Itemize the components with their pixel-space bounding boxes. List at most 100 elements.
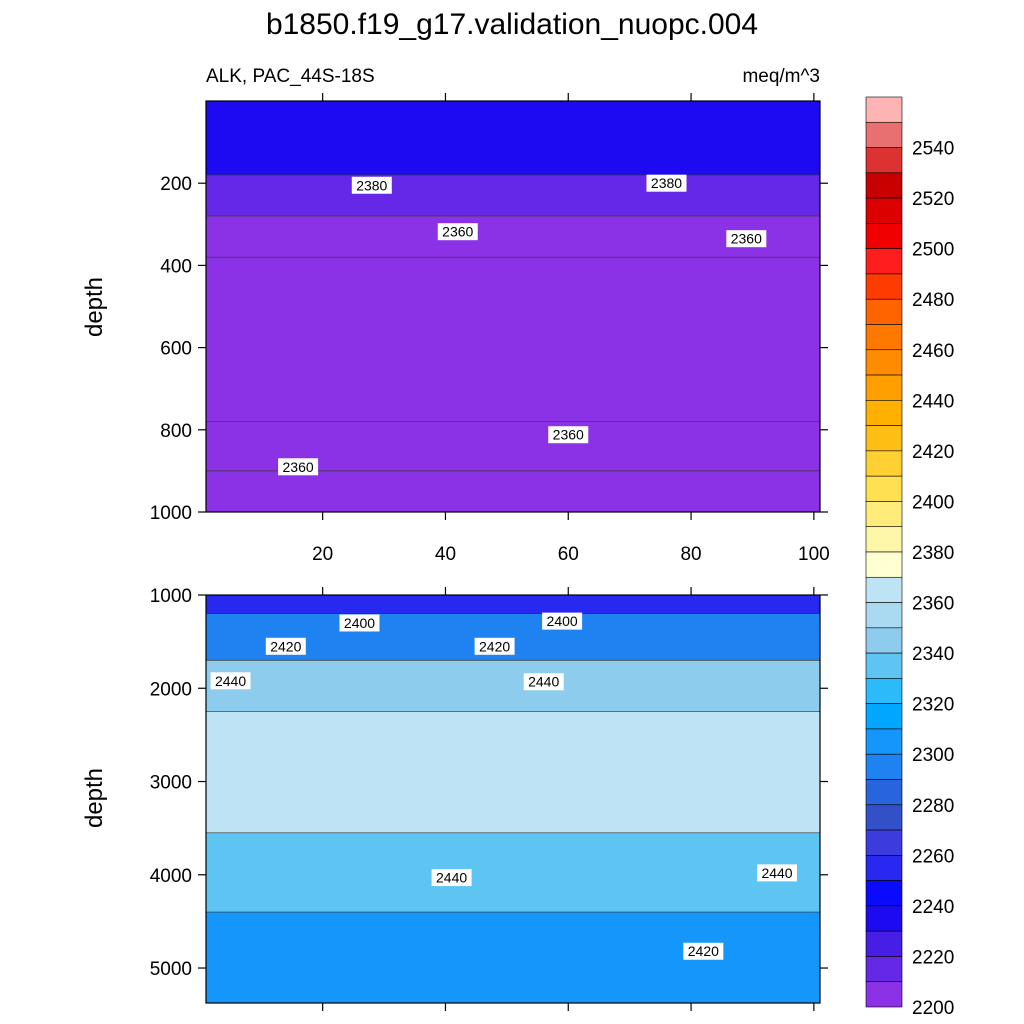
contour-label-box (548, 426, 589, 444)
contour-label: 2380 (356, 177, 387, 193)
colorbar-swatch (865, 425, 903, 452)
colorbar-swatch (865, 602, 903, 629)
colorbar-swatch (865, 501, 903, 528)
contour-band (206, 832, 820, 913)
colorbar-swatch (865, 324, 903, 351)
lower-contour-panel: 1000 2000 3000 4000 5000 2400 2400 2420 2420 2440… (150, 586, 828, 1011)
y-tick-label: 1000 (150, 503, 192, 524)
colorbar-swatch (865, 475, 903, 502)
contour-band (206, 912, 820, 1003)
colorbar-label: 2380 (912, 543, 954, 564)
colorbar-label: 2420 (912, 442, 954, 463)
contour-band (206, 174, 820, 217)
colorbar-label: 2240 (912, 897, 954, 918)
colorbar-swatch (865, 576, 903, 603)
y-tick-label: 2000 (150, 679, 192, 700)
colorbar-label: 2500 (912, 240, 954, 261)
contour-label: 2360 (442, 224, 473, 240)
colorbar-swatch (865, 248, 903, 275)
contour-label: 2440 (215, 673, 246, 689)
contour-label-box (437, 223, 478, 241)
colorbar-swatch (865, 526, 903, 553)
contour-band (206, 711, 820, 833)
colorbar-swatch (865, 273, 903, 300)
contour-label-box (726, 230, 767, 248)
y-tick-label: 1000 (150, 586, 192, 607)
colorbar-swatch (865, 551, 903, 578)
x-tick-label: 80 (680, 544, 701, 565)
contour-band (206, 216, 820, 258)
colorbar-swatch (865, 652, 903, 679)
colorbar-swatch (865, 956, 903, 983)
contour-band (206, 257, 820, 422)
contour-label-box (431, 869, 472, 887)
colorbar-label: 2440 (912, 391, 954, 412)
colorbar-swatch (865, 703, 903, 730)
contour-label: 2360 (553, 427, 584, 443)
contour-label: 2400 (547, 613, 578, 629)
contour-label-box (523, 673, 564, 691)
y-tick-label: 5000 (150, 959, 192, 980)
contour-label: 2420 (479, 638, 510, 654)
colorbar-swatch (865, 172, 903, 199)
colorbar-swatch (865, 450, 903, 477)
colorbar-label: 2480 (912, 290, 954, 311)
colorbar-swatch (865, 930, 903, 957)
colorbar-label: 2460 (912, 341, 954, 362)
contour-label: 2440 (436, 870, 467, 886)
colorbar-swatch (865, 349, 903, 376)
y-tick-label: 600 (160, 339, 192, 360)
contour-label: 2440 (761, 865, 792, 881)
contour-label-box (683, 942, 724, 960)
y-tick-label: 400 (160, 256, 192, 277)
left-subtitle: ALK, PAC_44S-18S (206, 66, 375, 87)
colorbar-swatch (865, 804, 903, 831)
y-tick-label: 200 (160, 174, 192, 195)
colorbar-label: 2280 (912, 796, 954, 817)
colorbar-swatch (865, 855, 903, 881)
contour-label: 2360 (731, 231, 762, 247)
x-tick-label: 60 (558, 544, 579, 565)
plot-frame (205, 100, 821, 513)
plot-frame (205, 594, 821, 1004)
colorbar-swatch (865, 905, 903, 932)
colorbar-swatch (865, 223, 903, 249)
units-subtitle: meq/m^3 (742, 66, 820, 87)
upper-contour-panel: 200 400 600 800 1000 20 40 60 80 100 2380 2380 2360 2… (150, 93, 830, 565)
contour-band (206, 660, 820, 712)
contour-label-box (339, 614, 380, 632)
contour-label: 2440 (528, 674, 559, 690)
x-tick-label: 20 (312, 544, 333, 565)
contour-label-box (542, 612, 583, 630)
colorbar-swatch (865, 880, 903, 907)
colorbar-swatch (865, 829, 903, 856)
colorbar-swatch (865, 728, 903, 755)
colorbar-label: 2520 (912, 189, 954, 210)
colorbar-label: 2400 (912, 492, 954, 513)
colorbar-label: 2220 (912, 947, 954, 968)
contour-label-box (265, 637, 306, 655)
colorbar-swatch (865, 374, 903, 401)
contour-label: 2420 (270, 638, 301, 654)
contour-label-box (474, 637, 515, 655)
contour-label-box (757, 864, 798, 882)
colorbar-label: 2300 (912, 745, 954, 766)
contour-label: 2360 (283, 459, 314, 475)
lower-y-axis-label: depth (81, 768, 108, 828)
upper-y-axis-label: depth (81, 277, 108, 337)
contour-label: 2400 (344, 615, 375, 631)
colorbar-swatch (865, 627, 903, 654)
colorbar-swatch (865, 678, 903, 704)
colorbar-label: 2340 (912, 644, 954, 665)
contour-label-box (646, 174, 687, 192)
colorbar-label: 2200 (912, 998, 954, 1019)
colorbar-label: 2320 (912, 695, 954, 716)
colorbar: 2540 2520 2500 2480 2460 2440 2420 2400 2380 2360… (865, 96, 954, 1019)
colorbar-swatch (865, 121, 903, 148)
x-tick-label: 40 (435, 544, 456, 565)
y-tick-label: 800 (160, 421, 192, 442)
colorbar-swatch (865, 400, 903, 426)
colorbar-swatch (865, 96, 903, 123)
contour-label: 2420 (688, 943, 719, 959)
